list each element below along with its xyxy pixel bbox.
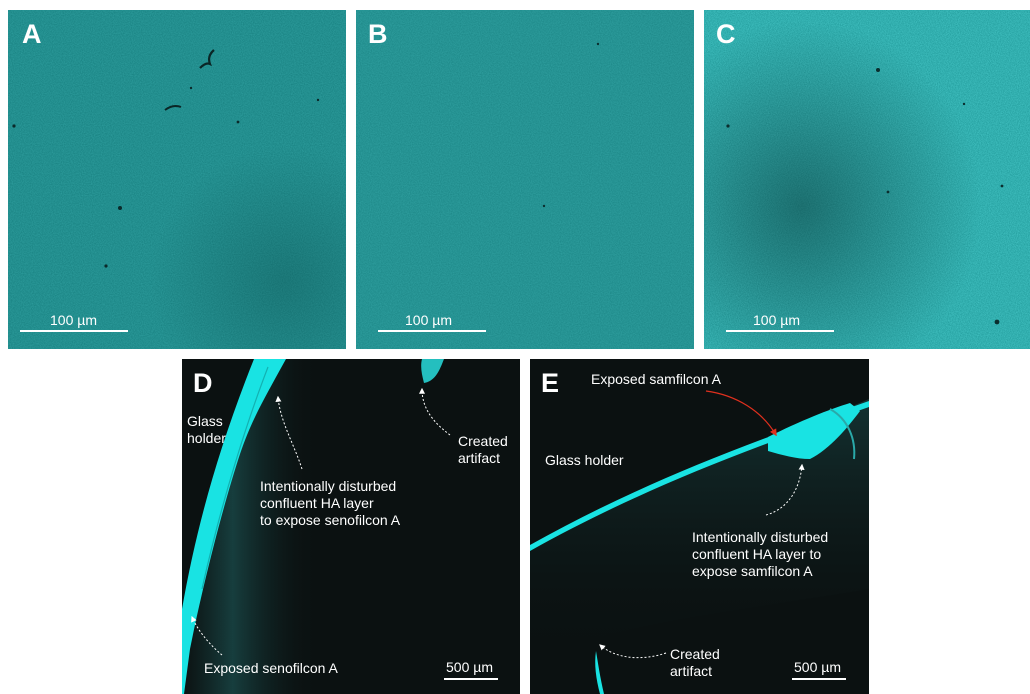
panel-d-disturbed-label: Intentionally disturbed confluent HA lay… <box>260 478 400 529</box>
panel-d-disturbed-line1: Intentionally disturbed <box>260 478 397 494</box>
panel-a-image <box>8 10 346 349</box>
panel-e-exposed-label: Exposed samfilcon A <box>591 371 721 387</box>
panel-b: B 100 µm <box>356 10 694 349</box>
panel-c-letter: C <box>716 19 736 49</box>
panel-d-disturbed-line2: confluent HA layer <box>260 495 374 511</box>
panel-e-disturbed-line2: confluent HA layer to <box>692 546 822 562</box>
panel-e-disturbed-line1: Intentionally disturbed <box>692 529 829 545</box>
panel-c-scale-label: 100 µm <box>753 312 800 328</box>
panel-b-letter: B <box>368 19 388 49</box>
panel-d-glass-holder-line1: Glass <box>187 413 223 429</box>
panel-c-image <box>704 10 1030 349</box>
panel-e-artifact-label: Created artifact <box>670 646 720 680</box>
panel-c-scale-bar <box>726 330 834 332</box>
panel-e-artifact-line1: Created <box>670 646 720 662</box>
panel-e: E Exposed samfilcon A Glass holder Inten… <box>530 359 869 694</box>
panel-a-letter: A <box>22 19 42 49</box>
panel-d-artifact-line1: Created <box>458 433 508 449</box>
panel-d-image <box>182 359 451 694</box>
panel-b-image <box>356 10 694 349</box>
panel-e-disturbed-label: Intentionally disturbed confluent HA lay… <box>692 529 828 580</box>
panel-d-scale-label: 500 µm <box>446 659 493 675</box>
panel-e-scale-label: 500 µm <box>794 659 841 675</box>
panel-b-scale-bar <box>378 330 486 332</box>
panel-b-scale-label: 100 µm <box>405 312 452 328</box>
panel-d: D Glass holder Intentionally disturbed c… <box>182 359 520 694</box>
panel-e-letter: E <box>541 368 560 398</box>
panel-d-disturbed-line3: to expose senofilcon A <box>260 512 401 528</box>
panel-d-artifact-label: Created artifact <box>458 433 508 467</box>
panel-a: A 100 µm <box>8 10 346 349</box>
panel-d-glass-holder-line2: holder <box>187 430 226 446</box>
panel-e-image <box>530 390 869 694</box>
panel-e-scale-bar <box>792 678 846 680</box>
panel-a-scale-bar <box>20 330 128 332</box>
panel-e-artifact-line2: artifact <box>670 663 713 679</box>
panel-d-exposed-label: Exposed senofilcon A <box>204 660 338 676</box>
panel-e-glass-holder-label: Glass holder <box>545 452 624 468</box>
panel-d-artifact-line2: artifact <box>458 450 501 466</box>
panel-d-glass-holder-label: Glass holder <box>187 413 226 447</box>
panel-c: C 100 µm <box>704 10 1030 349</box>
panel-d-letter: D <box>193 368 213 398</box>
panel-a-scale-label: 100 µm <box>50 312 97 328</box>
panel-e-disturbed-line3: expose samfilcon A <box>692 563 813 579</box>
panel-d-scale-bar <box>444 678 498 680</box>
